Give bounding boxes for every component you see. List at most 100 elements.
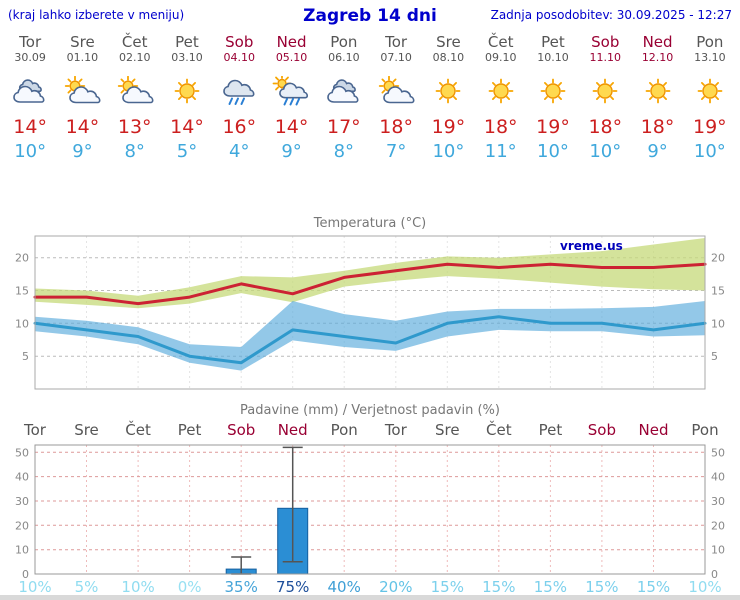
day-date: 04.10 — [223, 51, 256, 64]
day-date: 02.10 — [118, 51, 151, 64]
max-temperature: 18° — [588, 116, 623, 138]
weather-icon-partly — [56, 64, 108, 106]
forecast-day-column: Pet 03.10 14° 5° — [161, 34, 213, 164]
forecast-day-column: Čet 09.10 18° 11° — [475, 34, 527, 164]
min-temperature: 10° — [432, 141, 465, 162]
precipitation-chart-title: Padavine (mm) / Verjetnost padavin (%) — [240, 403, 500, 418]
day-name: Tor — [19, 33, 42, 51]
min-temperature: 10° — [693, 141, 726, 162]
precipitation-probability: 20% — [379, 578, 412, 595]
forecast-day-column: Ned 05.10 14° 9° — [265, 34, 317, 164]
weather-icon-sunny — [475, 64, 527, 106]
svg-text:20: 20 — [15, 252, 29, 265]
weather-icon-showers — [265, 64, 317, 106]
axis-day-label: Ned — [639, 421, 669, 439]
max-temperature: 18° — [640, 116, 675, 138]
day-date: 30.09 — [14, 51, 46, 64]
max-temperature: 16° — [222, 116, 257, 138]
svg-text:20: 20 — [711, 519, 725, 532]
page-title: Zagreb 14 dni — [303, 6, 437, 26]
min-temperature: 10° — [589, 141, 622, 162]
day-name: Ned — [642, 33, 673, 51]
forecast-day-column: Čet 02.10 13° 8° — [109, 34, 161, 164]
forecast-day-column: Pet 10.10 19° 10° — [527, 34, 579, 164]
max-temperature: 19° — [536, 116, 570, 138]
svg-text:50: 50 — [15, 446, 29, 459]
axis-day-label: Pon — [331, 421, 358, 439]
precipitation-probability: 15% — [431, 578, 464, 595]
svg-text:40: 40 — [15, 471, 29, 484]
axis-day-label: Tor — [23, 421, 47, 439]
max-temperature: 19° — [431, 116, 466, 138]
precipitation-probability: 15% — [482, 578, 515, 595]
min-temperature: 9° — [72, 141, 93, 162]
forecast-day-column: Pon 13.10 19° 10° — [684, 34, 736, 164]
axis-day-label: Čet — [125, 420, 151, 439]
day-date: 13.10 — [694, 51, 726, 64]
axis-day-label: Ned — [278, 421, 308, 439]
precipitation-probability: 0% — [178, 578, 202, 595]
weather-icon-rain — [213, 64, 265, 106]
svg-text:20: 20 — [711, 252, 725, 265]
precipitation-probability: 15% — [637, 578, 670, 595]
forecast-day-column: Sob 04.10 16° 4° — [213, 34, 265, 164]
svg-text:20: 20 — [15, 519, 29, 532]
day-date: 09.10 — [484, 51, 517, 64]
min-temperature: 5° — [176, 141, 198, 162]
precipitation-probability: 10% — [18, 578, 51, 595]
svg-text:50: 50 — [711, 446, 725, 459]
day-name: Pet — [175, 33, 199, 51]
precipitation-chart: Tor Sre Čet Pet Sob Ned Pon Tor Sre Čet Pet Sob Ned P… — [15, 420, 725, 595]
day-date: 01.10 — [66, 51, 99, 64]
day-name: Ned — [276, 33, 307, 51]
temperature-chart-title: Temperatura (°C) — [313, 216, 427, 231]
svg-text:5: 5 — [22, 350, 29, 363]
day-date: 03.10 — [171, 51, 203, 64]
max-temperature: 19° — [693, 116, 727, 138]
last-update: Zadnja posodobitev: 30.09.2025 - 12:27 — [490, 8, 732, 22]
precipitation-probability: 10% — [121, 578, 154, 595]
day-date: 08.10 — [432, 51, 465, 64]
header: (kraj lahko izberete v meniju) Zagreb 14… — [0, 0, 740, 30]
weather-icon-partly — [109, 64, 161, 106]
axis-day-label: Sob — [227, 421, 255, 439]
precipitation-probability: 5% — [75, 578, 99, 595]
day-date: 07.10 — [380, 51, 412, 64]
max-temperature: 14° — [274, 116, 309, 138]
svg-text:40: 40 — [711, 471, 725, 484]
axis-day-label: Čet — [486, 420, 512, 439]
day-name: Čet — [487, 33, 514, 51]
precipitation-probability: 15% — [534, 578, 567, 595]
axis-day-label: Sre — [74, 421, 99, 439]
weather-icon-sunny — [161, 64, 213, 106]
precipitation-section: Padavine (mm) / Verjetnost padavin (%) T… — [0, 403, 740, 595]
place-menu-note: (kraj lahko izberete v meniju) — [8, 8, 185, 22]
forecast-row: Tor 30.09 14° 10° Sre 01.10 14° 9° Čet 02.10 13° 8°… — [0, 30, 740, 164]
min-temperature: 4° — [229, 141, 250, 162]
min-temperature: 8° — [124, 141, 145, 162]
svg-text:30: 30 — [711, 495, 725, 508]
max-temperature: 14° — [65, 116, 100, 138]
svg-text:10: 10 — [711, 317, 725, 330]
svg-text:5: 5 — [711, 350, 718, 363]
max-temperature: 14° — [13, 116, 47, 138]
forecast-day-column: Sob 11.10 18° 10° — [579, 34, 631, 164]
svg-text:0: 0 — [711, 568, 718, 581]
day-date: 05.10 — [275, 51, 308, 64]
day-name: Pet — [541, 33, 565, 51]
temperature-section: Temperatura (°C) 5 5 10 10 15 15 20 20 vreme.us — [0, 216, 740, 394]
day-name: Pon — [696, 33, 724, 51]
max-temperature: 18° — [379, 116, 413, 138]
weather-icon-sunny — [422, 64, 474, 106]
weather-icon-cloudy — [318, 64, 370, 106]
precipitation-probability: 35% — [225, 578, 258, 595]
axis-day-label: Sob — [588, 421, 616, 439]
min-temperature: 10° — [14, 141, 47, 162]
min-temperature: 10° — [537, 141, 569, 162]
forecast-day-column: Pon 06.10 17° 8° — [318, 34, 370, 164]
svg-text:10: 10 — [15, 544, 29, 557]
day-date: 11.10 — [589, 51, 622, 64]
temperature-chart: 5 5 10 10 15 15 20 20 vreme.us — [15, 235, 725, 390]
weather-icon-partly — [370, 64, 422, 106]
watermark: vreme.us — [560, 239, 623, 253]
